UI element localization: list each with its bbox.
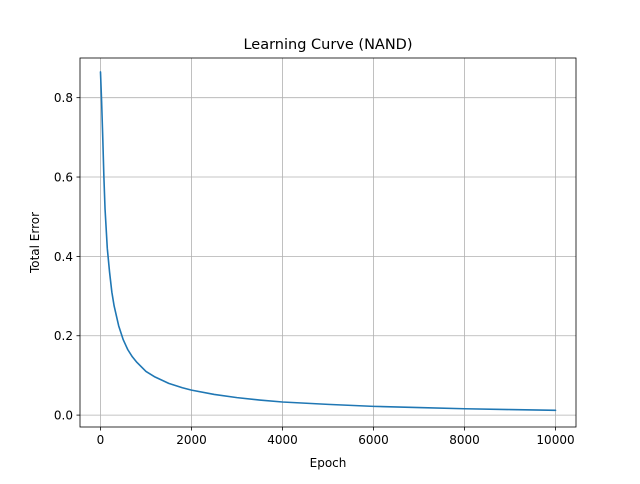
error-curve-line xyxy=(99,71,557,412)
chart-title: Learning Curve (NAND) xyxy=(243,37,412,53)
grid-lines xyxy=(80,58,576,427)
x-tick-label: 0 xyxy=(97,433,105,447)
y-tick-label: 0.8 xyxy=(54,91,73,105)
x-tick-label: 4000 xyxy=(267,433,298,447)
x-tick-label: 10000 xyxy=(536,433,574,447)
y-tick-label: 0.0 xyxy=(54,409,73,423)
y-axis-label: Total Error xyxy=(28,212,42,274)
x-tick-label: 2000 xyxy=(176,433,207,447)
y-tick-label: 0.6 xyxy=(54,171,73,185)
x-axis-label: Epoch xyxy=(310,456,347,470)
x-tick-label: 6000 xyxy=(358,433,389,447)
x-tick-label: 8000 xyxy=(449,433,480,447)
y-tick-label: 0.2 xyxy=(54,329,73,343)
y-tick-label: 0.4 xyxy=(54,250,73,264)
plot-area-frame xyxy=(79,57,577,428)
series-layer xyxy=(99,71,557,412)
axis-ticks: 0 2000 4000 6000 8000 10000 0.0 0.2 0.4 0.6 0.8 xyxy=(54,91,575,447)
